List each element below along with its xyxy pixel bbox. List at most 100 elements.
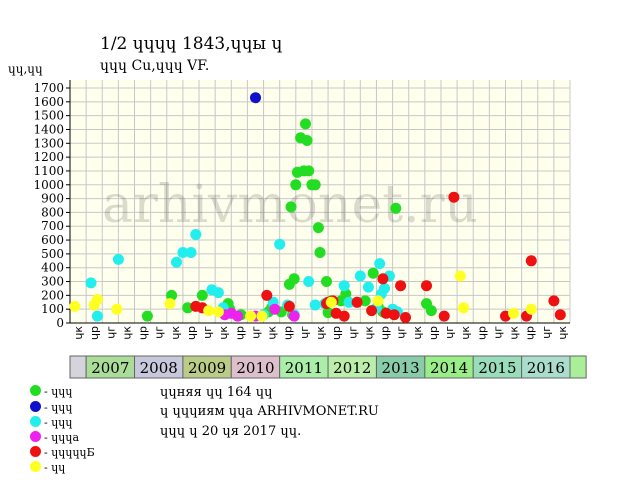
x-tick-label: ɥг [153,326,166,339]
data-point [256,310,268,322]
data-point [290,179,302,191]
y-tick-label: 1500 [33,109,64,123]
data-point [285,201,297,213]
y-tick-label: 300 [41,275,64,289]
data-point [321,276,332,287]
data-point [359,295,371,307]
y-axis-label: ɥɥ,ɥɥ [8,62,43,76]
y-tick-label: 200 [41,288,64,302]
y-tick-label: 1200 [33,150,64,164]
legend-item: - ɥɥ [30,461,65,475]
legend-item: - ɥɥɥ [30,401,72,415]
data-point [196,289,208,301]
data-point [171,256,182,268]
data-point [112,253,124,265]
data-point [458,302,469,314]
y-tick-label: 100 [41,302,64,316]
data-point [395,280,407,292]
data-point [309,179,321,191]
data-point [554,309,566,321]
data-point [354,270,366,282]
x-tick-label: ɥк [556,326,569,340]
data-point [379,282,390,294]
y-tick-label: 800 [41,205,64,219]
x-tick-label: ɥг [540,326,553,339]
data-point [425,305,437,317]
y-tick-label: 1700 [33,81,64,95]
legend-label: - ɥɥ [44,461,66,474]
x-tick-label: ɥр [282,326,295,340]
x-tick-label: ɥк [314,326,327,340]
legend-item: - ɥɥɥ [30,385,72,399]
year-label: 2009 [188,359,226,377]
data-point [343,296,355,308]
x-tick-label: ɥг [249,326,262,339]
note-line: ɥɥɥ ɥ 20 ɥя 2017 ɥɥ. [160,424,302,439]
data-point [288,273,300,285]
data-point [303,165,315,177]
x-tick-label: ɥг [201,326,214,339]
year-band-cell [69,355,87,379]
data-point [232,310,244,322]
x-tick-label: ɥр [379,326,392,340]
data-point [303,276,315,287]
x-tick-label: ɥк [508,326,521,340]
legend-swatch-yellow [30,461,41,472]
data-point [91,310,103,322]
data-point [438,310,450,322]
x-tick-label: ɥр [524,326,537,340]
data-point [400,312,411,323]
data-point [141,310,153,322]
x-tick-label: ɥк [72,326,85,340]
data-point [212,287,224,299]
year-label: 2012 [333,359,371,377]
legend-label: - ɥɥɥ [44,401,73,414]
data-point [261,289,273,301]
y-tick-label: 500 [41,247,64,261]
x-tick-label: ɥк [362,326,375,340]
data-point [548,295,560,307]
x-tick-label: ɥк [266,326,279,340]
data-point [164,298,176,310]
data-point [288,310,300,322]
legend-swatch-green [30,385,41,396]
y-tick-label: 1000 [33,178,64,192]
data-point [309,299,321,311]
x-tick-label: ɥг [346,326,359,339]
data-point [300,118,311,130]
y-tick-label: 0 [56,316,64,330]
data-point [351,296,363,308]
x-tick-label: ɥк [120,326,133,340]
data-point [338,280,350,292]
x-tick-label: ɥр [137,326,150,340]
year-band-cell [569,355,587,379]
y-tick-label: 1300 [33,136,64,150]
data-point [338,310,350,322]
legend-swatch-blue [30,401,41,412]
x-tick-label: ɥг [395,326,408,339]
data-point [301,135,313,146]
data-point [454,270,466,282]
chart-title: 1/2 ɥɥɥɥ 1843,ɥɥы ɥ [100,34,283,54]
data-point [508,307,519,319]
data-point [388,309,400,321]
x-tick-label: ɥг [298,326,311,339]
data-point [111,303,123,315]
year-label: 2013 [382,359,420,377]
year-label: 2007 [91,359,129,377]
x-tick-label: ɥр [233,326,246,340]
data-point [390,202,402,214]
data-point [366,305,378,317]
x-tick-label: ɥр [330,326,343,340]
data-point [190,229,202,240]
y-tick-label: 1100 [33,164,64,178]
x-tick-label: ɥк [459,326,472,340]
data-point [185,247,197,258]
x-tick-label: ɥр [185,326,198,340]
data-point [245,310,257,322]
data-point [322,307,334,319]
data-point [340,288,352,300]
legend-swatch-cyan [30,416,41,427]
year-label: 2014 [430,359,468,377]
